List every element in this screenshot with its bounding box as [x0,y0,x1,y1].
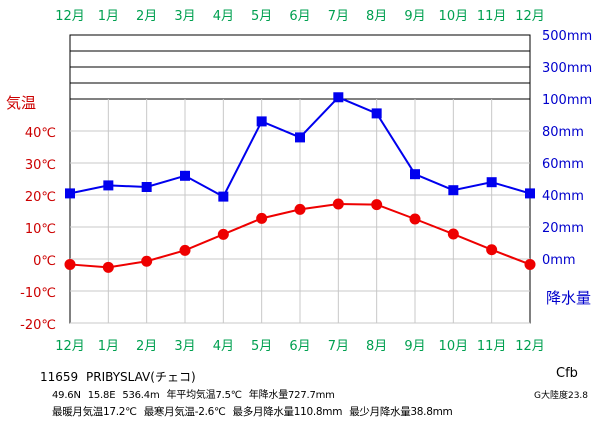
annual-precipitation: 年降水量727.7mm [248,390,335,401]
temperature-point [371,199,383,211]
precipitation-point [410,169,420,180]
month-label-bottom: 6月 [289,339,310,354]
temperature-point [332,198,344,210]
precipitation-point [295,132,305,143]
month-label-top: 11月 [477,9,507,24]
station-summary: 49.6N 15.8E 536.4m 年平均気温7.5℃ 年降水量727.7mm [52,386,339,401]
temp-tick-label: -10℃ [20,286,56,301]
temp-axis-title: 気温 [6,94,36,112]
month-label-top: 10月 [439,9,469,24]
temp-tick-label: 30℃ [25,158,56,173]
month-label-bottom: 3月 [174,339,195,354]
wettest-month-precipitation: 最多月降水量110.8mm [232,406,343,418]
precipitation-point [486,177,497,188]
temperature-point [179,244,191,256]
precip-tick-label: 0mm [542,253,576,268]
precipitation-point [448,185,459,196]
precip-tick-label: 40mm [542,189,584,204]
month-label-top: 12月 [55,9,85,24]
precip-tick-label: 20mm [542,221,584,236]
month-label-bottom: 1月 [98,339,119,354]
month-label-bottom: 11月 [477,339,507,354]
station-lon: 15.8E [87,390,116,401]
month-label-bottom: 4月 [213,339,234,354]
precipitation-point [525,188,535,199]
temperature-point [102,261,114,273]
warmest-month-temperature: 最暖月気温17.2℃ [52,406,137,418]
precipitation-point [180,170,190,181]
precip-tick-label: 300mm [542,61,592,76]
month-label-bottom: 5月 [251,339,272,354]
station-id: 11659 [40,370,79,384]
month-label-bottom: 7月 [328,339,349,354]
coldest-month-temperature: 最寒月気温-2.6℃ [143,406,226,418]
month-label-bottom: 9月 [404,339,425,354]
month-label-top: 2月 [136,9,157,24]
temperature-point [486,244,498,256]
precipitation-point [371,108,382,119]
month-label-bottom: 10月 [439,339,469,354]
station-elevation: 536.4m [122,390,160,401]
temperature-point [256,212,268,224]
precip-tick-label: 80mm [542,125,584,140]
temperature-point [294,203,306,215]
precip-tick-label: 500mm [542,29,592,44]
station-header: 11659 PRIBYSLAV(チェコ) [40,368,200,385]
precipitation-point [256,116,267,127]
temperature-point [217,228,229,240]
temperature-point [141,255,153,267]
temp-tick-label: 0℃ [33,254,56,269]
temp-tick-label: -20℃ [20,318,56,333]
station-name: PRIBYSLAV(チェコ) [86,370,196,384]
temp-tick-label: 10℃ [25,222,56,237]
month-label-top: 7月 [328,9,349,24]
precipitation-point [218,191,229,202]
month-label-top: 9月 [404,9,425,24]
precip-tick-label: 60mm [542,157,584,172]
temperature-point [524,258,536,270]
temp-tick-label: 40℃ [25,126,56,141]
month-label-top: 3月 [174,9,195,24]
month-label-bottom: 8月 [366,339,387,354]
month-label-top: 6月 [289,9,310,24]
station-lat: 49.6N [52,390,81,401]
precipitation-point [103,180,114,191]
month-label-bottom: 2月 [136,339,157,354]
precip-axis-title: 降水量 [546,289,591,307]
driest-month-precipitation: 最少月降水量38.8mm [349,406,453,418]
temperature-point [447,228,459,240]
annual-mean-temperature: 年平均気温7.5℃ [166,390,242,401]
climate-classification: Cfb [556,366,578,381]
precipitation-point [333,92,344,103]
precip-tick-label: 100mm [542,93,592,108]
station-extremes: 最暖月気温17.2℃ 最寒月気温-2.6℃ 最多月降水量110.8mm 最少月降… [52,404,456,419]
month-label-bottom: 12月 [55,339,85,354]
month-label-bottom: 12月 [515,339,545,354]
month-label-top: 8月 [366,9,387,24]
month-label-top: 4月 [213,9,234,24]
month-label-top: 12月 [515,9,545,24]
precipitation-point [141,182,152,192]
temperature-point [64,258,76,270]
month-label-top: 1月 [98,9,119,24]
temp-tick-label: 20℃ [25,190,56,205]
temperature-point [409,213,421,225]
precipitation-point [65,188,75,199]
month-label-top: 5月 [251,9,272,24]
continentality-index: G大陸度23.8 [534,391,589,401]
